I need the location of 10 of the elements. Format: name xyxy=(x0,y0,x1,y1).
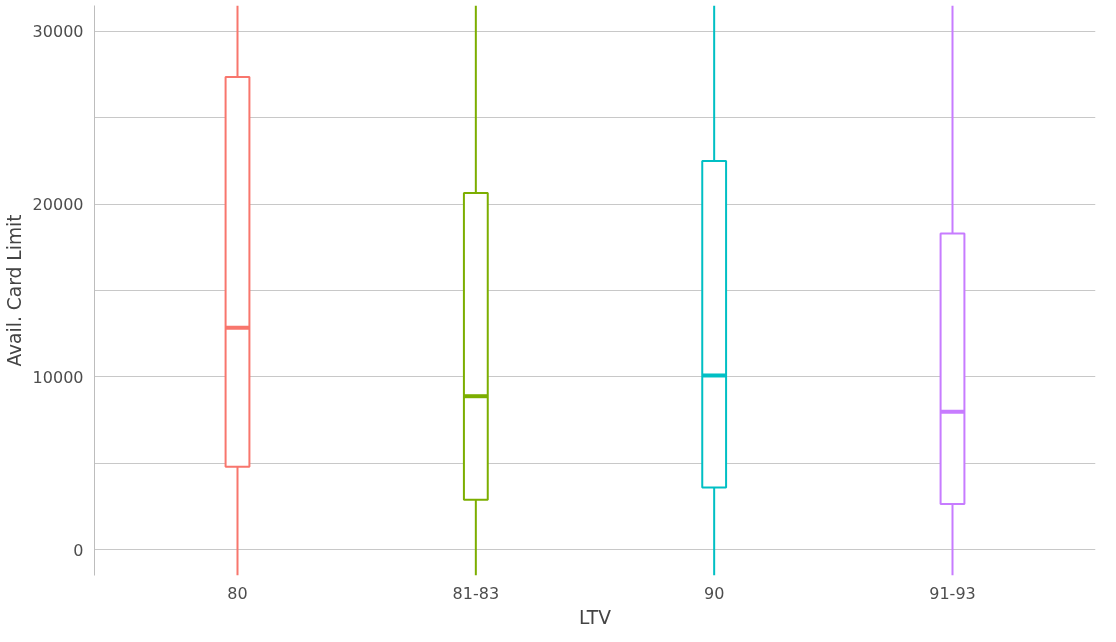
y-tick-label: 10000 xyxy=(32,367,84,387)
x-tick-label: 91-93 xyxy=(929,583,976,603)
x-axis-title: LTV xyxy=(579,606,612,628)
y-tick-label: 20000 xyxy=(32,195,84,215)
x-tick-label: 81-83 xyxy=(452,583,500,603)
y-tick-label: 30000 xyxy=(32,22,84,42)
y-tick-label: 0 xyxy=(73,540,84,560)
y-axis-title: Avail. Card Limit xyxy=(3,214,25,367)
x-tick-label: 90 xyxy=(703,583,725,603)
x-tick-label: 80 xyxy=(227,583,248,603)
